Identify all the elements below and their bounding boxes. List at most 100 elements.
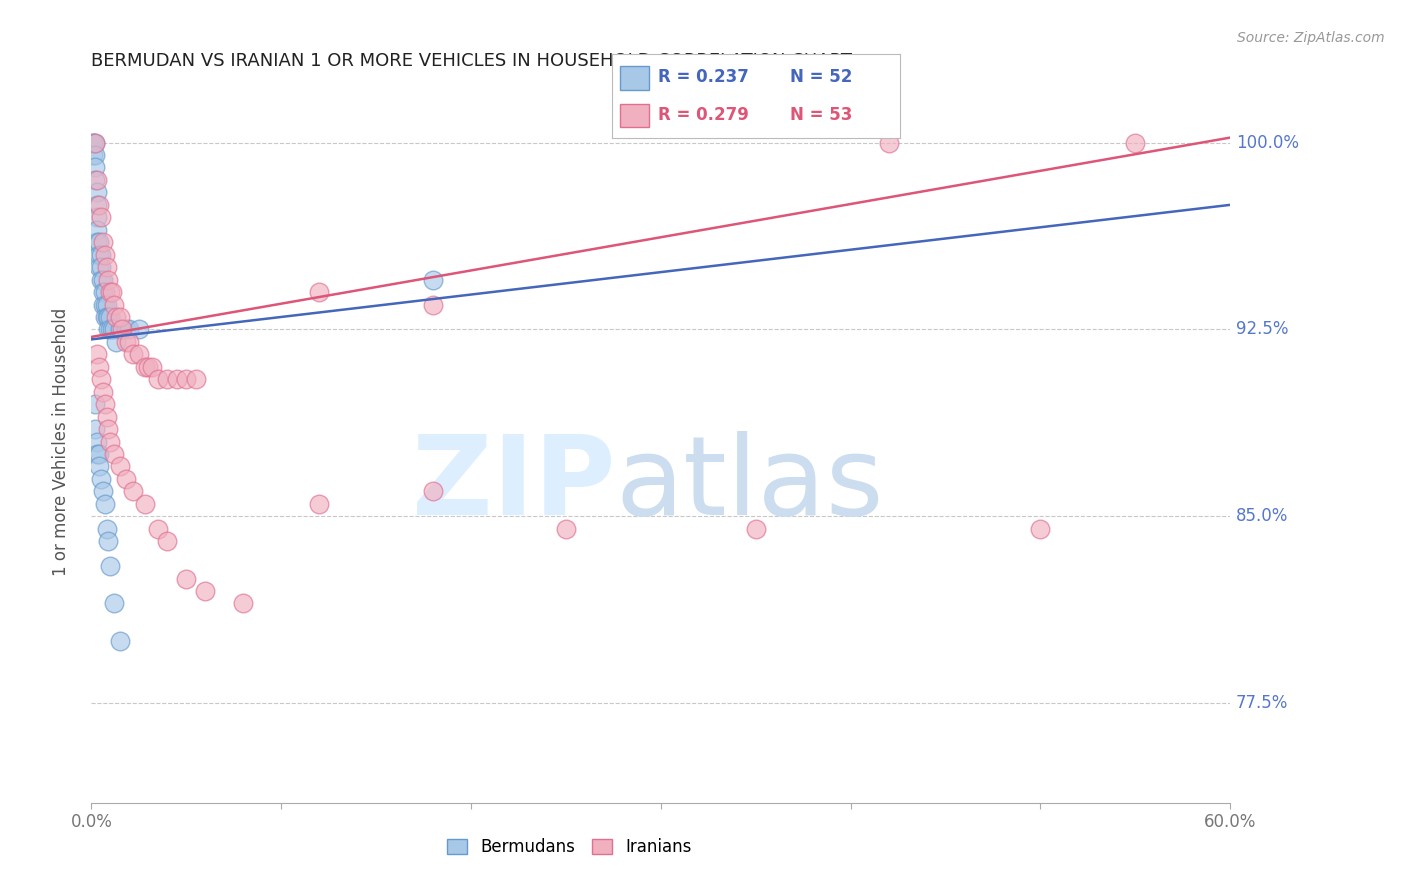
Point [93,397,115,411]
Point [93,297,115,311]
Point [96,260,118,274]
Point [90,211,112,225]
Point [105,334,128,349]
FancyBboxPatch shape [620,103,650,128]
Point [101,322,124,336]
Point [118,322,141,336]
Point [103,297,125,311]
Point [82,136,104,150]
Point [308,285,330,299]
Text: 100.0%: 100.0% [1236,134,1299,152]
Point [101,285,124,299]
Point [87,260,110,274]
Point [86,223,108,237]
Point [232,597,254,611]
Point [91,235,114,250]
Point [877,136,900,150]
Point [86,211,108,225]
Point [86,186,108,200]
Point [93,248,115,262]
Point [103,447,125,461]
Point [96,310,118,324]
Point [156,534,179,549]
Point [98,310,121,324]
Point [86,447,108,461]
Text: Source: ZipAtlas.com: Source: ZipAtlas.com [1237,31,1385,45]
Point [1029,522,1052,536]
Point [84,173,107,187]
Point [108,633,131,648]
Point [97,310,120,324]
Point [114,472,136,486]
Point [90,472,112,486]
Point [98,559,121,574]
Point [174,372,197,386]
Point [97,534,120,549]
Point [122,347,145,361]
Point [128,322,150,336]
Point [156,372,179,386]
Point [84,136,107,150]
Point [146,522,169,536]
Point [97,272,120,286]
Point [91,272,114,286]
Point [97,422,120,436]
Point [93,285,115,299]
Point [138,359,160,374]
Point [134,359,156,374]
Point [82,136,104,150]
Point [114,322,136,336]
Point [118,334,141,349]
Text: R = 0.279: R = 0.279 [658,105,748,123]
Point [422,297,444,311]
Point [174,572,197,586]
Text: N = 52: N = 52 [790,69,852,87]
Point [554,522,576,536]
Point [745,522,768,536]
Point [91,484,114,499]
Point [82,148,104,162]
Point [108,310,131,324]
Point [90,372,112,386]
Point [91,285,114,299]
Point [86,173,108,187]
Point [111,322,134,336]
Point [86,434,108,449]
Point [98,322,121,336]
Point [90,272,112,286]
Point [146,372,169,386]
Point [91,384,114,399]
Point [108,459,131,474]
Point [308,497,330,511]
Point [422,272,444,286]
Point [134,497,156,511]
Legend: Bermudans, Iranians: Bermudans, Iranians [440,831,699,863]
Point [103,597,125,611]
Point [93,310,115,324]
Point [194,584,217,599]
Text: atlas: atlas [616,432,884,539]
Point [87,459,110,474]
Point [84,161,107,175]
Text: N = 53: N = 53 [790,105,852,123]
Point [114,334,136,349]
Text: BERMUDAN VS IRANIAN 1 OR MORE VEHICLES IN HOUSEHOLD CORRELATION CHART: BERMUDAN VS IRANIAN 1 OR MORE VEHICLES I… [91,53,852,70]
Point [87,447,110,461]
Text: 92.5%: 92.5% [1236,320,1288,338]
Point [97,322,120,336]
Point [87,198,110,212]
Point [96,409,118,424]
Point [84,422,107,436]
Point [122,484,145,499]
FancyBboxPatch shape [620,66,650,90]
Point [86,347,108,361]
Point [98,285,121,299]
Text: ZIP: ZIP [412,432,616,539]
Point [86,198,108,212]
Point [1125,136,1147,150]
Point [86,235,108,250]
Point [84,397,107,411]
Point [84,148,107,162]
Point [103,322,125,336]
Point [84,136,107,150]
